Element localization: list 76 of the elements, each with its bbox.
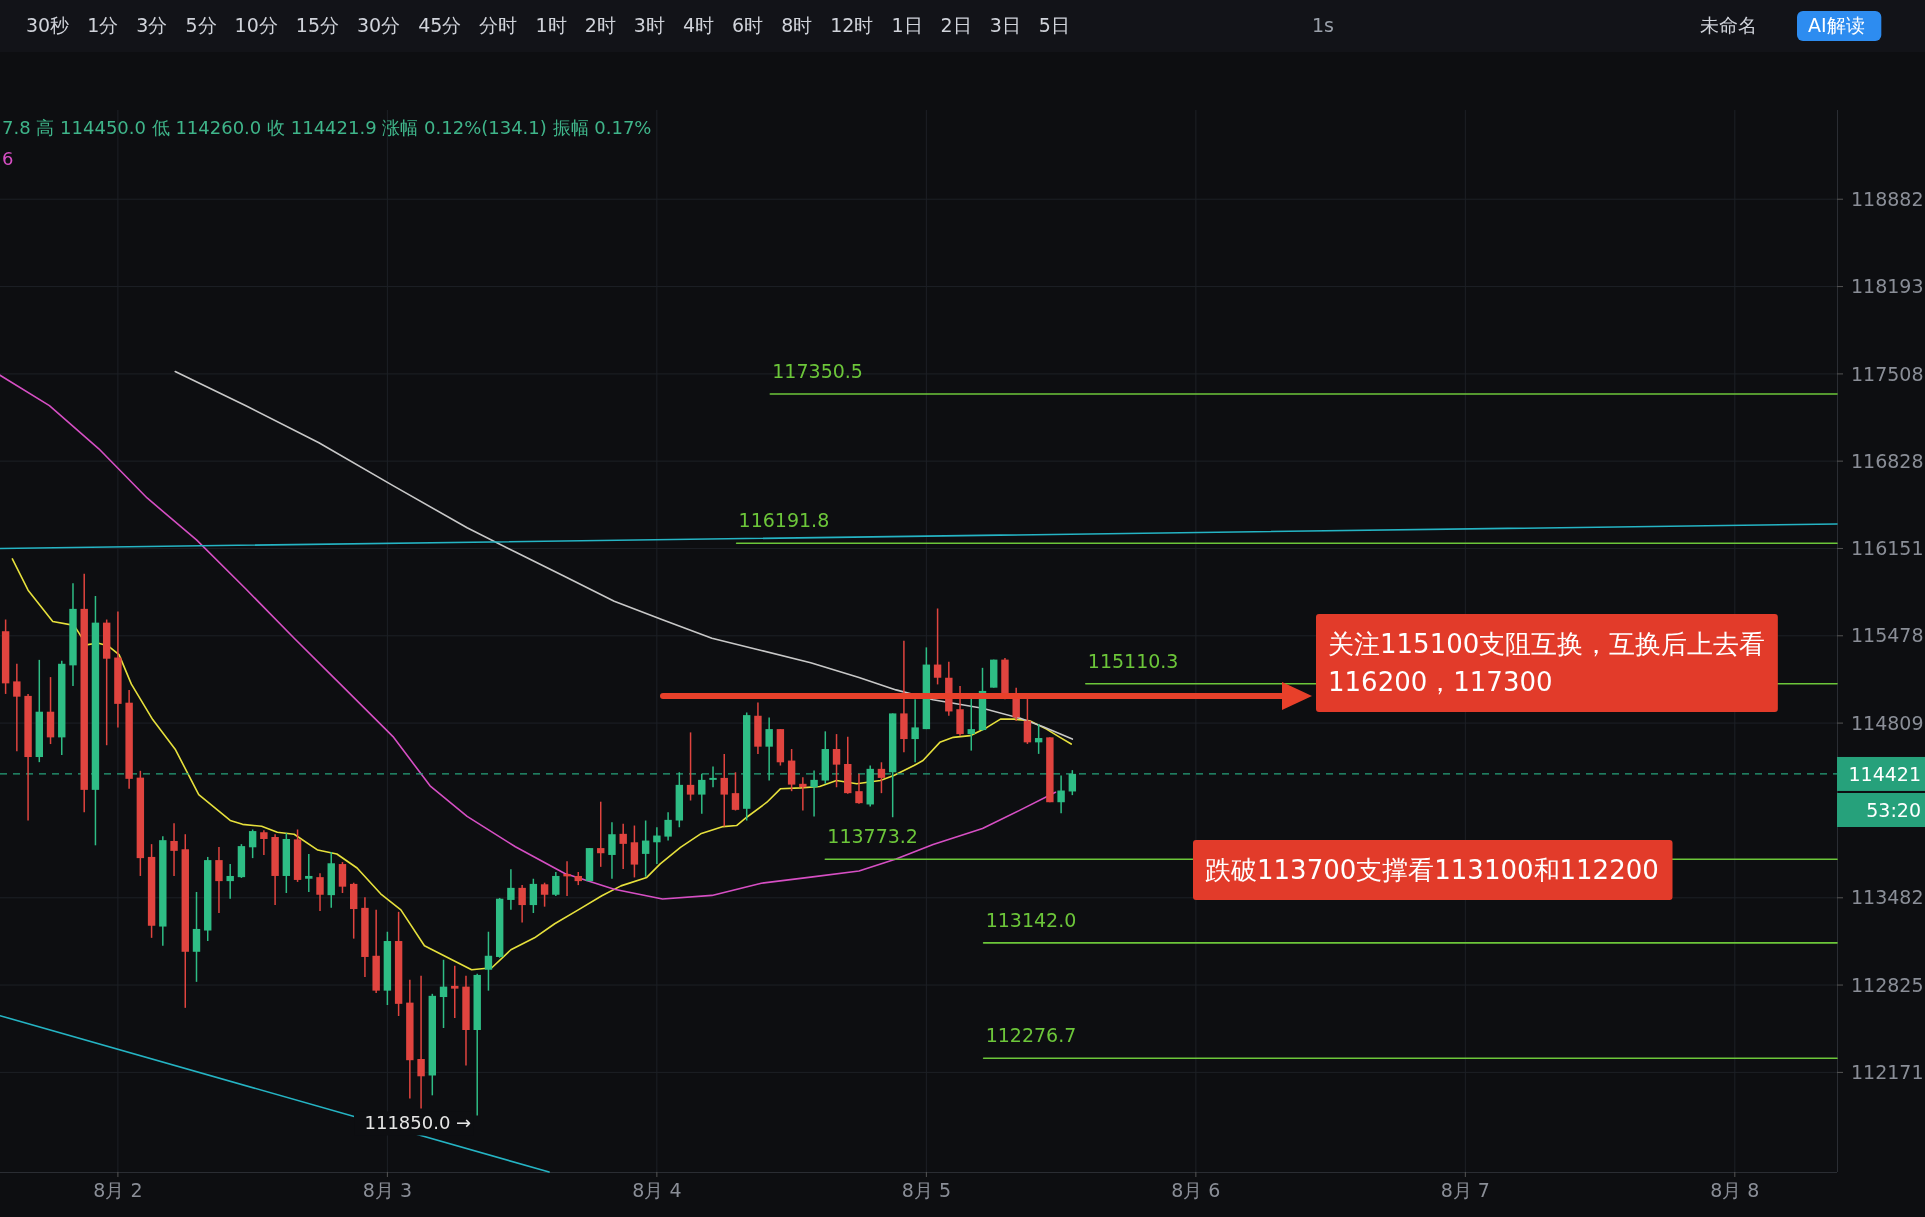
candlestick bbox=[170, 822, 178, 877]
candlestick bbox=[248, 828, 257, 859]
series-label: 113773.2 bbox=[827, 825, 918, 848]
candlestick bbox=[439, 959, 448, 1029]
candlestick bbox=[855, 773, 863, 805]
candlestick bbox=[417, 974, 425, 1110]
y-tick-label: 116151 bbox=[1851, 537, 1924, 560]
candlestick bbox=[507, 868, 515, 911]
y-tick-label: 118882 bbox=[1851, 187, 1924, 210]
candlestick bbox=[316, 872, 324, 912]
candlestick bbox=[529, 877, 538, 914]
candlestick bbox=[518, 884, 526, 924]
text: 53:20 bbox=[1866, 798, 1921, 821]
candlestick bbox=[552, 871, 560, 897]
candlestick bbox=[1068, 769, 1077, 796]
annotation: 关注115100支阻互换，互换后上去看 116200，117300 bbox=[1328, 629, 1766, 698]
x-tick-label: 8月 7 bbox=[1440, 1179, 1490, 1201]
candlestick bbox=[226, 863, 234, 900]
candlestick bbox=[630, 824, 639, 879]
series-label: 116191.8 bbox=[738, 509, 830, 532]
candlestick bbox=[597, 800, 605, 868]
x-tick-label: 8月 6 bbox=[1171, 1179, 1221, 1201]
y-tick-label: 112825 bbox=[1851, 973, 1924, 996]
candlestick bbox=[933, 607, 942, 686]
candlestick bbox=[540, 881, 549, 908]
text: 30秒 1分 3分 5分 10分 15分 30分 45分 分时 1时 2时 3时 4时 6时 8时 12时 1日 2日 3日 5日 bbox=[26, 14, 1070, 36]
candlestick bbox=[1057, 774, 1065, 814]
candlestick bbox=[608, 821, 616, 880]
candlestick bbox=[832, 733, 841, 788]
ref-line-label: 114421 bbox=[1848, 762, 1921, 785]
y-tick-label: 112171 bbox=[1851, 1061, 1924, 1084]
candlestick bbox=[192, 891, 201, 983]
x-tick-label: 8月 5 bbox=[901, 1179, 951, 1201]
candlestick bbox=[664, 811, 672, 842]
candlestick bbox=[720, 753, 728, 828]
y-tick-label: 116828 bbox=[1851, 449, 1924, 472]
x-tick-label: 8月 8 bbox=[1710, 1179, 1760, 1201]
candlestick bbox=[641, 819, 650, 878]
candlestick bbox=[810, 769, 818, 818]
series-label: 115110.3 bbox=[1087, 649, 1179, 672]
candlestick bbox=[799, 776, 807, 812]
x-tick-label: 8月 2 bbox=[93, 1179, 143, 1201]
candlestick bbox=[698, 773, 706, 815]
candlestick bbox=[260, 829, 268, 856]
annotation: 111850.0 → bbox=[364, 1112, 472, 1134]
candlestick bbox=[709, 765, 717, 788]
chart-subtitle: 7.8 高 114450.0 低 114260.0 收 114421.9 涨幅 0.12%(134.1) 振幅 0.17% bbox=[2, 117, 652, 138]
candlestick bbox=[731, 771, 740, 812]
candlestick bbox=[484, 930, 493, 992]
y-tick-label: 114809 bbox=[1851, 711, 1924, 734]
candlestick bbox=[619, 823, 627, 870]
y-tick-label: 115478 bbox=[1851, 624, 1924, 647]
candlestick bbox=[13, 663, 21, 752]
series-label: 117350.5 bbox=[772, 360, 863, 383]
y-tick-label: 118193 bbox=[1851, 275, 1924, 298]
candlestick bbox=[911, 698, 919, 764]
annotation: 6 bbox=[2, 148, 14, 169]
annotation: 跌破113700支撑看113100和112200 bbox=[1205, 855, 1659, 886]
candlestick bbox=[215, 846, 223, 914]
text: 未命名 bbox=[1700, 14, 1757, 36]
text: 1s bbox=[1312, 14, 1334, 36]
candlestick bbox=[765, 716, 773, 782]
candlestick bbox=[877, 761, 886, 794]
series-label: 113142.0 bbox=[985, 908, 1077, 931]
x-tick-label: 8月 4 bbox=[632, 1179, 682, 1201]
candlestick bbox=[338, 861, 347, 894]
y-tick-label: 117508 bbox=[1851, 362, 1924, 385]
candlestick bbox=[967, 696, 975, 752]
series-label: 112276.7 bbox=[985, 1024, 1077, 1047]
x-tick-label: 8月 3 bbox=[362, 1179, 412, 1201]
candlestick bbox=[653, 826, 661, 865]
y-tick-label: 113482 bbox=[1851, 886, 1924, 909]
text: AI解读 bbox=[1808, 14, 1865, 36]
candlestick bbox=[686, 731, 695, 802]
candlestick bbox=[305, 853, 313, 893]
candlestick bbox=[451, 964, 459, 1019]
